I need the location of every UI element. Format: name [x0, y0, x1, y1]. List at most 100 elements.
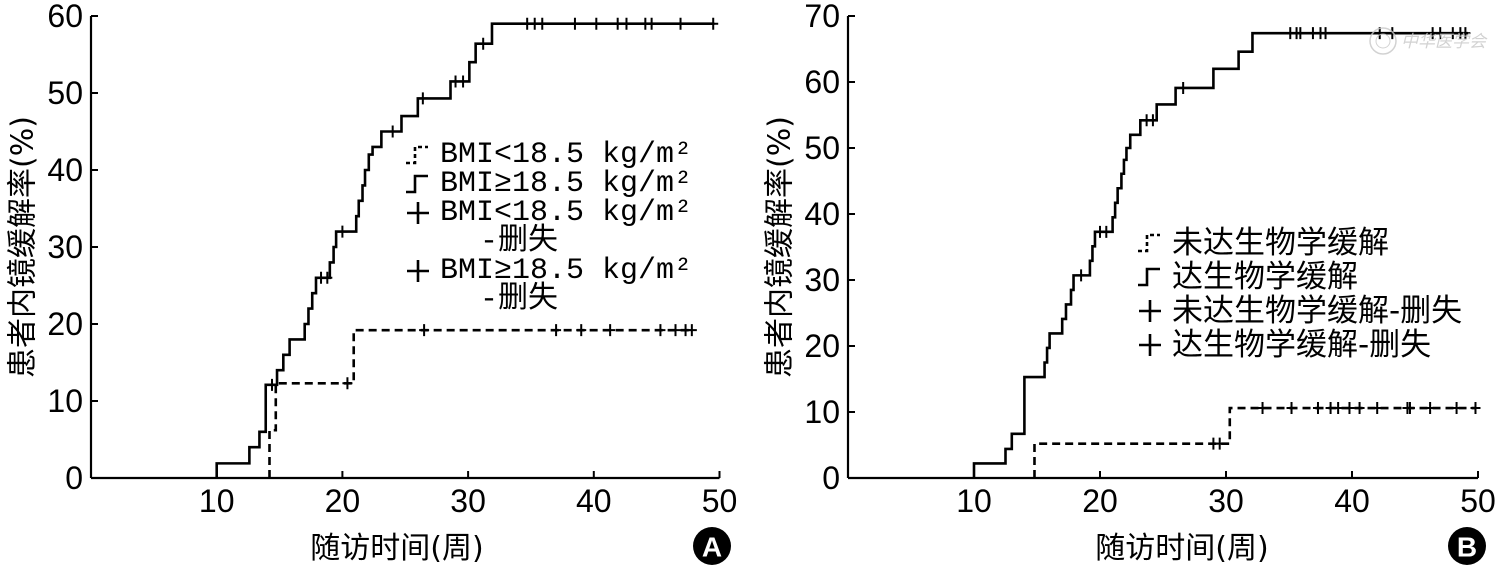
- series-dashed: [1033, 402, 1481, 478]
- censor-mark: [1076, 269, 1087, 282]
- x-tick-label: 10: [956, 483, 992, 519]
- panel-label: A: [702, 532, 722, 563]
- y-tick-label: 20: [47, 306, 83, 342]
- series-solid: [972, 27, 1471, 478]
- censor-mark: [621, 17, 632, 30]
- censor-mark: [419, 324, 430, 337]
- watermark-text: 中华医学会: [1401, 32, 1488, 52]
- legend-label: 达生物学缓解-删失: [1172, 327, 1431, 363]
- censor-mark: [605, 324, 616, 337]
- censor-mark: [655, 324, 666, 337]
- legend-symbol-censor-plus-icon: [407, 202, 429, 224]
- y-tick-label: 40: [47, 152, 83, 188]
- censor-mark: [267, 378, 278, 391]
- legend-symbol-solid-step-icon: [1138, 267, 1160, 287]
- censor-mark: [1147, 114, 1158, 127]
- x-tick-label: 20: [325, 483, 361, 519]
- censor-mark: [1257, 402, 1268, 415]
- censor-mark: [1470, 402, 1481, 415]
- censor-mark: [1344, 402, 1355, 415]
- legend-label: BMI<18.5 kg/m²: [440, 138, 692, 172]
- censor-mark: [1372, 402, 1383, 415]
- chart-panel-b: 0 10 20 30 40 50 60 70 10 20 30 40 50 随访时间(周) 患者内镜缓解率(…: [763, 0, 1496, 566]
- km-curve-dashed: [1033, 406, 1476, 478]
- censor-mark: [1460, 27, 1471, 40]
- y-tick-label: 10: [47, 383, 83, 419]
- km-curve-dashed: [268, 328, 694, 478]
- x-tick-label: 10: [199, 483, 235, 519]
- y-tick-label: 30: [47, 229, 83, 265]
- legend-item-censored: 未达生物学缓解-删失: [1139, 293, 1462, 329]
- legend-label: BMI≥18.5 kg/m²: [440, 254, 692, 288]
- panel-badge: [693, 527, 731, 565]
- series-dashed: [268, 324, 697, 478]
- censor-mark: [1101, 225, 1112, 238]
- x-tick-label: 30: [1208, 483, 1244, 519]
- legend-symbol-solid-step-icon: [406, 174, 428, 194]
- censor-mark: [1320, 27, 1331, 40]
- censor-mark: [1295, 27, 1306, 40]
- y-tick-label: 60: [47, 0, 83, 34]
- censor-mark: [387, 125, 398, 138]
- legend-item: 达生物学缓解: [1138, 259, 1358, 295]
- legend-symbol-censor-plus-icon: [1139, 334, 1161, 356]
- y-tick-label: 50: [47, 75, 83, 111]
- censor-mark: [686, 324, 697, 337]
- legend-label: 未达生物学缓解: [1172, 225, 1389, 261]
- legend-symbol-censor-plus-icon: [1139, 300, 1161, 322]
- legend-label-name: 未达生物学缓解: [1172, 293, 1389, 329]
- watermark-seal-icon: [1369, 27, 1397, 55]
- y-axis-title: 患者内镜缓解率(%): [6, 116, 41, 378]
- legend-item: BMI<18.5 kg/m²: [406, 138, 692, 172]
- x-tick-label: 40: [576, 483, 612, 519]
- censor-mark: [646, 17, 657, 30]
- km-curve-solid: [972, 31, 1468, 478]
- censor-mark: [1178, 81, 1189, 94]
- y-tick-label: 0: [65, 460, 83, 496]
- censor-mark: [591, 17, 602, 30]
- censor-mark: [675, 17, 686, 30]
- censor-mark: [458, 75, 469, 88]
- legend-label: 达生物学缓解: [1172, 259, 1358, 295]
- censor-mark: [670, 324, 681, 337]
- watermark-seal-inner-icon: [1375, 33, 1391, 49]
- censor-mark: [708, 17, 719, 30]
- x-axis-title: 随访时间(周): [1095, 531, 1268, 566]
- legend-symbol-censor-plus-icon: [407, 260, 429, 282]
- series-solid: [215, 17, 719, 478]
- x-tick-label: 40: [1334, 483, 1370, 519]
- y-tick-label: 50: [804, 130, 840, 166]
- censor-mark: [1286, 402, 1297, 415]
- y-tick-label: 40: [804, 196, 840, 232]
- watermark: 中华医学会: [1369, 27, 1488, 55]
- legend-item: BMI≥18.5 kg/m²: [406, 167, 692, 201]
- x-tick-label: 50: [702, 483, 738, 519]
- legend-label-suffix: -删失: [480, 281, 558, 317]
- y-axis-title: 患者内镜缓解率(%): [763, 116, 798, 378]
- censor-mark: [612, 17, 623, 30]
- censor-mark: [1312, 402, 1323, 415]
- y-tick-label: 20: [804, 328, 840, 364]
- x-tick-label: 50: [1460, 483, 1496, 519]
- censor-mark: [342, 377, 353, 390]
- km-curve-solid: [215, 22, 715, 478]
- legend-label-suffix: -删失: [480, 223, 558, 259]
- legend-label: 未达生物学缓解-删失: [1172, 293, 1462, 329]
- legend-symbol-dashed-step-icon: [406, 145, 428, 165]
- censor-mark: [478, 37, 489, 50]
- censor-mark: [1333, 402, 1344, 415]
- x-tick-label: 30: [450, 483, 486, 519]
- censor-mark: [1387, 27, 1398, 40]
- censor-mark: [1354, 402, 1365, 415]
- panel-badge: [1448, 527, 1486, 565]
- censor-mark: [337, 225, 348, 238]
- legend-label-name: 达生物学缓解: [1172, 327, 1358, 363]
- y-tick-label: 0: [822, 460, 840, 496]
- chart-panel-a: 0 10 20 30 40 50 60 10 20 30 40 50 随访时间(周) 患者内镜缓解率(%)…: [6, 0, 738, 566]
- censor-mark: [1404, 402, 1415, 415]
- y-tick-label: 70: [804, 0, 840, 34]
- legend-label: BMI<18.5 kg/m²: [440, 196, 692, 230]
